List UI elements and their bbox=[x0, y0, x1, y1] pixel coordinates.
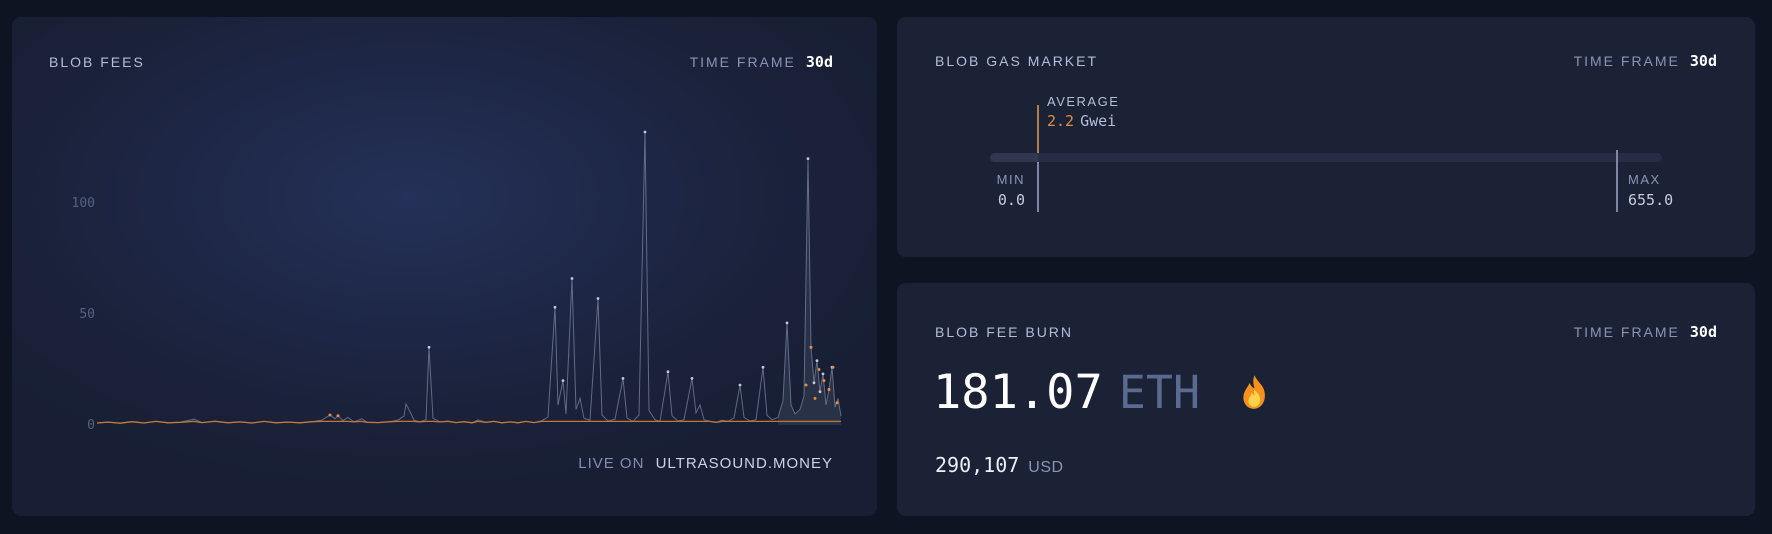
gauge-min-label: MIN bbox=[996, 172, 1025, 187]
svg-text:100: 100 bbox=[72, 196, 95, 211]
live-on-link[interactable]: LIVE ON ULTRASOUND.MONEY bbox=[578, 455, 833, 472]
svg-text:50: 50 bbox=[79, 307, 95, 322]
gauge-average-labels: AVERAGE 2.2 Gwei bbox=[1047, 94, 1119, 130]
average-gwei-number: 2.2 bbox=[1047, 112, 1075, 130]
gauge-max-value: 655.0 bbox=[1628, 191, 1674, 209]
burn-usd-value: 290,107 bbox=[935, 453, 1020, 477]
burn-usd-unit: USD bbox=[1028, 459, 1064, 476]
gauge-min-tick bbox=[1037, 162, 1039, 212]
blob-gas-header: BLOB GAS MARKET TIME FRAME 30d bbox=[935, 52, 1717, 70]
burn-eth-value: 181.07 bbox=[933, 365, 1103, 420]
gauge-max-label: MAX bbox=[1628, 172, 1661, 187]
ultrasound-money-brand[interactable]: ULTRASOUND.MONEY bbox=[655, 455, 833, 472]
blob-burn-header: BLOB FEE BURN TIME FRAME 30d bbox=[935, 323, 1717, 341]
blob-burn-timeframe-button[interactable]: TIME FRAME 30d bbox=[1574, 323, 1717, 341]
fire-icon bbox=[1243, 375, 1265, 409]
gauge-min-value: 0.0 bbox=[997, 191, 1025, 209]
gauge-max-labels: MAX 655.0 bbox=[1628, 172, 1673, 209]
svg-text:0: 0 bbox=[87, 418, 95, 433]
blob-gas-timeframe-button[interactable]: TIME FRAME 30d bbox=[1574, 52, 1717, 70]
blob-gas-market-panel: BLOB GAS MARKET TIME FRAME 30d AVERAGE 2… bbox=[897, 17, 1755, 257]
burn-usd: 290,107 USD bbox=[935, 453, 1064, 477]
blob-fees-title: BLOB FEES bbox=[49, 54, 145, 70]
live-on-prefix: LIVE ON bbox=[578, 455, 645, 472]
burn-eth-unit: ETH bbox=[1118, 366, 1201, 419]
gauge-track-fill bbox=[990, 153, 1038, 162]
blob-burn-title: BLOB FEE BURN bbox=[935, 324, 1074, 340]
timeframe-value[interactable]: 30d bbox=[1689, 323, 1717, 341]
timeframe-value[interactable]: 30d bbox=[805, 53, 833, 71]
blob-fees-header: BLOB FEES TIME FRAME 30d bbox=[49, 53, 833, 71]
burn-amount: 181.07 ETH bbox=[933, 369, 1273, 416]
blob-gas-title: BLOB GAS MARKET bbox=[935, 53, 1099, 69]
average-gwei-unit: Gwei bbox=[1080, 112, 1117, 130]
gauge-max-tick bbox=[1616, 150, 1618, 212]
timeframe-label: TIME FRAME bbox=[1573, 324, 1680, 340]
timeframe-label: TIME FRAME bbox=[689, 54, 796, 70]
gauge-average-value: 2.2 Gwei bbox=[1047, 112, 1119, 130]
blob-gas-gauge: AVERAGE 2.2 Gwei MIN 0.0 MAX 655.0 bbox=[897, 17, 1755, 257]
timeframe-value[interactable]: 30d bbox=[1689, 52, 1717, 70]
gauge-track bbox=[990, 153, 1662, 162]
blob-fee-burn-panel: BLOB FEE BURN TIME FRAME 30d 181.07 ETH … bbox=[897, 283, 1755, 516]
blob-fees-chart[interactable]: 0 50 100 bbox=[12, 17, 877, 516]
blob-fees-panel: BLOB FEES TIME FRAME 30d 0 50 100 LIVE ON … bbox=[12, 17, 877, 516]
blob-fees-timeframe-button[interactable]: TIME FRAME 30d bbox=[690, 53, 833, 71]
gauge-min-labels: MIN 0.0 bbox=[897, 172, 1025, 209]
gauge-average-label: AVERAGE bbox=[1047, 94, 1120, 109]
gauge-average-marker bbox=[1037, 105, 1039, 163]
timeframe-label: TIME FRAME bbox=[1573, 53, 1680, 69]
